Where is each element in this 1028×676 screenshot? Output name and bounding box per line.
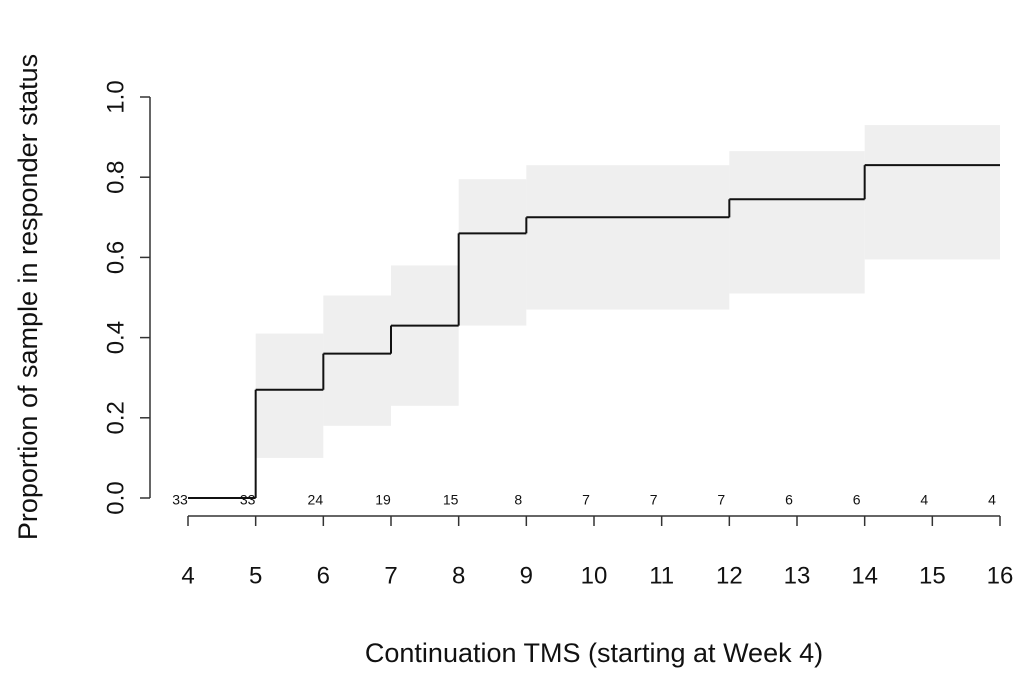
at-risk-label: 24 — [308, 492, 324, 508]
confidence-band — [526, 165, 730, 310]
x-tick-label: 15 — [919, 562, 946, 589]
y-tick-label: 0.6 — [102, 241, 129, 274]
y-tick-label: 0.4 — [102, 321, 129, 354]
y-axis-title: Proportion of sample in responder status — [13, 54, 43, 540]
confidence-band — [729, 151, 865, 294]
at-risk-label: 4 — [920, 492, 928, 508]
at-risk-label: 4 — [988, 492, 996, 508]
x-tick-label: 9 — [520, 562, 533, 589]
confidence-band — [391, 265, 459, 406]
at-risk-label: 33 — [172, 492, 188, 508]
at-risk-label: 6 — [785, 492, 793, 508]
at-risk-label: 7 — [717, 492, 725, 508]
x-tick-label: 8 — [452, 562, 465, 589]
at-risk-label: 33 — [240, 492, 256, 508]
confidence-band — [323, 295, 391, 426]
confidence-band — [458, 179, 527, 326]
y-tick-label: 0.2 — [102, 401, 129, 434]
at-risk-label: 15 — [443, 492, 459, 508]
confidence-band — [864, 125, 1000, 260]
at-risk-label: 8 — [514, 492, 522, 508]
x-tick-label: 4 — [181, 562, 194, 589]
x-tick-label: 7 — [384, 562, 397, 589]
y-tick-label: 0.0 — [102, 481, 129, 514]
confidence-band — [255, 333, 324, 458]
x-tick-label: 10 — [581, 562, 608, 589]
x-tick-label: 14 — [851, 562, 878, 589]
y-tick-label: 1.0 — [102, 80, 129, 113]
at-risk-label: 6 — [853, 492, 861, 508]
x-tick-label: 12 — [716, 562, 743, 589]
at-risk-label: 7 — [650, 492, 658, 508]
x-tick-label: 16 — [987, 562, 1014, 589]
at-risk-label: 19 — [375, 492, 391, 508]
x-axis-title: Continuation TMS (starting at Week 4) — [365, 638, 823, 668]
at-risk-label: 7 — [582, 492, 590, 508]
y-tick-label: 0.8 — [102, 161, 129, 194]
x-tick-label: 11 — [649, 562, 674, 589]
x-tick-label: 13 — [784, 562, 811, 589]
x-tick-label: 5 — [249, 562, 262, 589]
x-tick-label: 6 — [317, 562, 330, 589]
